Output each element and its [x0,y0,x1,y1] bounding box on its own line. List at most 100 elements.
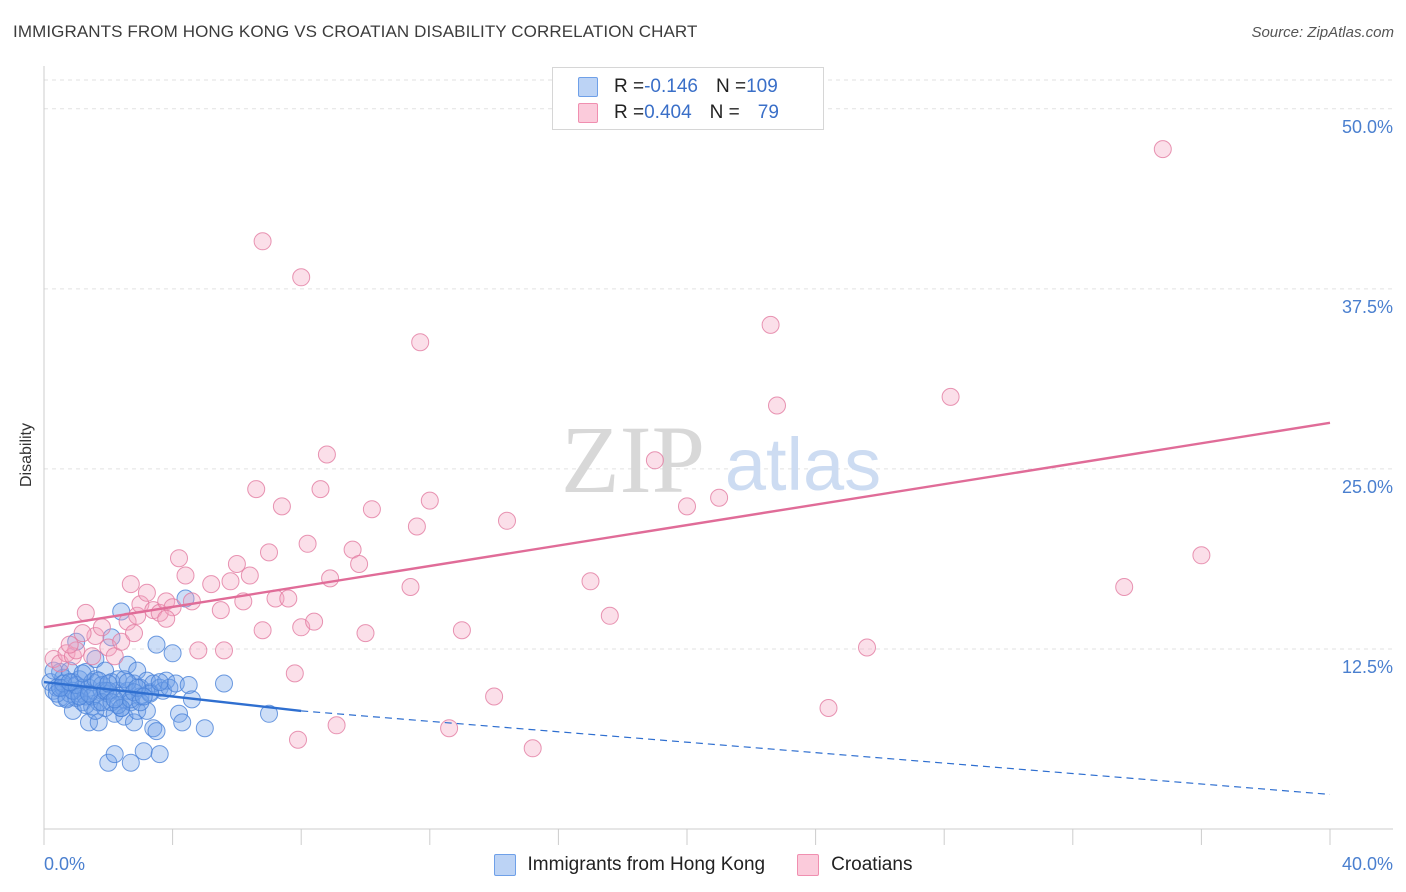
hong-kong-point [80,713,98,732]
croatians-point [189,641,208,660]
croatians-point [356,624,375,643]
croatians-point [292,268,311,287]
croatians-point [202,575,221,594]
croatians-point [211,601,230,620]
croatians-point [858,638,876,657]
hong-kong-point [121,753,140,772]
hong-kong-point [179,676,198,694]
croatians-trendline [43,421,1331,629]
hong-kong-point [102,628,121,647]
hong-kong-point [166,674,185,693]
hong-kong-point [163,644,182,663]
hong-kong-point [73,664,92,683]
stats-n-value: 79 [757,102,779,123]
stats-n-value: 109 [746,76,778,97]
croatians-point [63,647,82,666]
croatians-point [581,572,600,591]
croatians-point [176,566,195,585]
croatians-point [768,396,786,415]
hong-kong-point [86,650,105,668]
hong-kong-point [260,704,278,723]
legend-swatch-hong-kong [493,854,516,876]
croatians-point [1192,546,1211,565]
croatians-point [941,387,960,406]
hong-kong-point [147,722,166,741]
watermark-atlas: atlas [725,423,881,506]
stats-n-label: N = [709,102,740,123]
hong-kong-point [76,663,95,681]
croatians-point [221,572,240,591]
croatians-point [60,635,79,654]
x-tick-label: 0.0% [44,854,85,874]
croatians-point [157,609,176,628]
croatians-point [253,232,272,251]
croatians-point [137,583,156,602]
hong-kong-point [150,673,169,692]
croatians-point [227,555,246,573]
croatians-point [279,589,298,608]
croatians-point [272,497,291,516]
croatians-point [600,606,619,625]
croatians-point [121,575,140,594]
hong-kong-point [125,713,143,732]
hong-kong-point [105,745,124,764]
y-tick-label: 25.0% [1342,477,1393,497]
croatians-point [440,719,459,738]
croatians-point [362,500,381,519]
croatians-point [710,488,729,507]
legend-item-croatians[interactable]: Croatians [797,854,912,876]
croatians-point [411,333,430,352]
croatians-point [253,621,272,640]
croatians-point [125,624,143,643]
hong-kong-point [144,719,163,738]
legend-item-hong-kong[interactable]: Immigrants from Hong Kong [493,854,765,876]
stats-r-label: R = [614,76,645,97]
stats-r-value: 0.404 [644,102,692,123]
croatians-point [92,618,111,637]
hong-kong-point [147,635,166,654]
stats-n-label: N = [715,76,747,97]
croatians-point [350,555,369,573]
chart-title: IMMIGRANTS FROM HONG KONG VS CROATIAN DI… [13,22,698,41]
hong-kong-point [80,684,98,703]
croatians-point [1115,578,1134,596]
stats-legend: R = -0.146 N = 109 R = 0.404 N = 79 [552,67,824,130]
x-tick-label: 40.0% [1342,854,1393,874]
hong-kong-point [60,673,79,692]
croatians-point [420,491,439,510]
croatians-point [401,578,420,596]
croatians-point [240,566,259,585]
stats-r-label: R = [614,102,645,123]
croatians-point [327,716,346,735]
hong-kong-point [134,742,153,761]
legend-label-croatians: Croatians [831,854,913,875]
hong-kong-point [150,745,169,764]
croatians-point [215,641,233,660]
hong-kong-trendline [43,680,302,713]
hong-kong-point [173,713,192,732]
croatians-point [678,497,696,516]
hong-kong-point [105,690,124,709]
croatians-point [260,543,278,562]
croatians-point [247,480,266,499]
y-tick-label: 50.0% [1342,117,1393,137]
stats-r-value: -0.146 [644,76,698,97]
croatians-point [317,445,336,464]
croatians-point [761,315,780,334]
watermark: ZIP atlas [561,406,881,513]
croatians-point [285,664,304,683]
croatians-point [452,621,471,640]
croatians-point [819,699,838,717]
croatians-point [1153,140,1172,159]
croatians-point [305,612,324,631]
croatians-point [311,480,330,499]
legend-swatch-croatians [797,854,820,876]
y-tick-label: 37.5% [1342,297,1393,317]
stats-swatch-croatians [578,103,598,123]
croatians-point [170,549,188,568]
hong-kong-point [215,674,233,693]
stats-row-hong-kong: R = -0.146 N = 109 [578,75,778,99]
croatians-point [289,730,307,749]
hong-kong-trendline-extension [301,710,1331,796]
